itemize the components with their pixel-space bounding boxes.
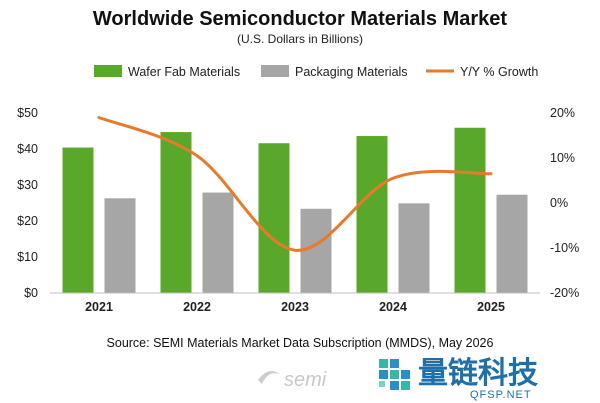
chart-legend: Wafer Fab Materials Packaging Materials Y/…	[94, 65, 538, 79]
bar-packaging-materials-2023	[300, 208, 332, 293]
legend-swatch-packaging-materials	[261, 65, 289, 77]
source-note: Source: SEMI Materials Market Data Subsc…	[107, 336, 494, 350]
qfsp-watermark-text: 量链科技	[418, 356, 538, 390]
right-tick-label: -20%	[550, 286, 579, 300]
bar-packaging-materials-2021	[104, 198, 136, 293]
left-axis: $0 $10 $20 $30 $40 $50	[17, 106, 38, 300]
qfsp-watermark: 量链科技 QFSP.NET	[379, 356, 538, 401]
line-series-yy-growth	[97, 116, 493, 252]
bar-packaging-materials-2025	[496, 194, 528, 293]
x-tick-label: 2024	[379, 300, 407, 314]
semi-logo-icon	[258, 371, 280, 384]
x-tick-label: 2021	[85, 300, 113, 314]
bar-wafer-fab-materials-2025	[454, 127, 486, 293]
x-tick-label: 2023	[281, 300, 309, 314]
legend-label-y-y-growth: Y/Y % Growth	[460, 65, 538, 79]
semi-logo-watermark: semi	[258, 369, 327, 391]
qfsp-watermark-domain: QFSP.NET	[470, 389, 532, 401]
bar-series-group	[62, 127, 528, 293]
bar-wafer-fab-materials-2023	[258, 143, 290, 293]
bar-packaging-materials-2022	[202, 192, 234, 293]
x-tick-label: 2022	[183, 300, 211, 314]
legend-label-packaging-materials: Packaging Materials	[295, 65, 408, 79]
right-axis: -20% -10% 0% 10% 20%	[550, 106, 579, 300]
chart-subtitle: (U.S. Dollars in Billions)	[237, 32, 363, 46]
bar-wafer-fab-materials-2024	[356, 136, 388, 293]
left-tick-label: $30	[17, 178, 38, 192]
left-tick-label: $20	[17, 214, 38, 228]
qfsp-logo-icon	[379, 359, 410, 390]
left-tick-label: $40	[17, 142, 38, 156]
left-tick-label: $10	[17, 250, 38, 264]
semi-logo-text: semi	[284, 369, 327, 391]
x-axis: 2021 2022 2023 2024 2025	[50, 292, 540, 314]
right-tick-label: 20%	[550, 106, 575, 120]
legend-swatch-wafer-fab-materials	[94, 65, 122, 77]
right-tick-label: -10%	[550, 241, 579, 255]
bar-wafer-fab-materials-2022	[160, 132, 192, 293]
left-tick-label: $50	[17, 106, 38, 120]
x-tick-label: 2025	[477, 300, 505, 314]
legend-label-wafer-fab-materials: Wafer Fab Materials	[128, 65, 240, 79]
growth-line-group	[97, 116, 493, 252]
bar-wafer-fab-materials-2021	[62, 147, 94, 293]
bar-packaging-materials-2024	[398, 203, 430, 293]
right-tick-label: 10%	[550, 151, 575, 165]
chart-title: Worldwide Semiconductor Materials Market	[93, 8, 508, 30]
right-tick-label: 0%	[550, 196, 568, 210]
left-tick-label: $0	[24, 286, 38, 300]
